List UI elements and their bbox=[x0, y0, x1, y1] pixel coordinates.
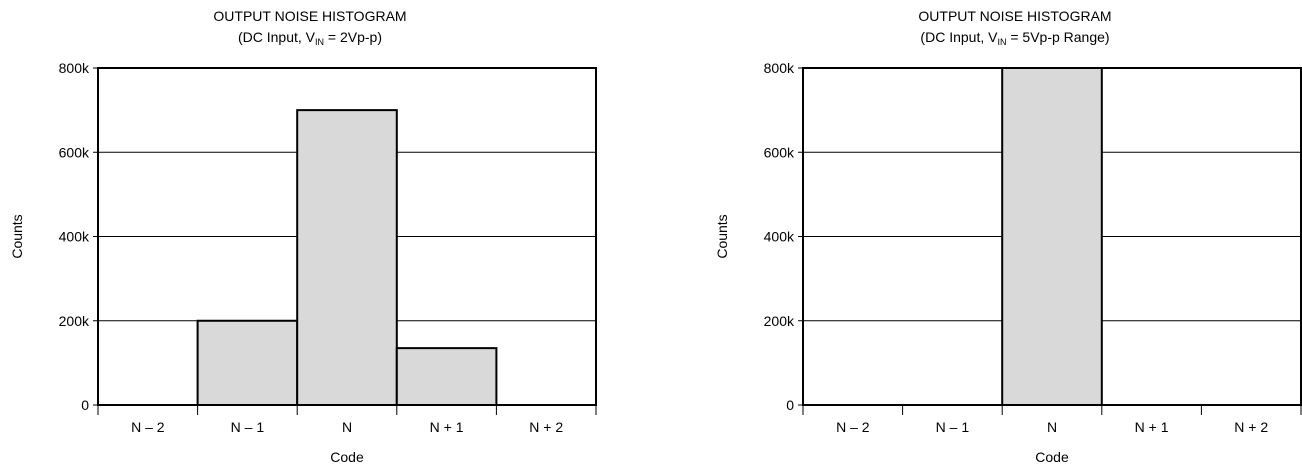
histogram-chart-5vpp: OUTPUT NOISE HISTOGRAM (DC Input, VIN = … bbox=[705, 0, 1302, 470]
y-tick-label: 600k bbox=[59, 144, 90, 160]
x-axis-label: Code bbox=[1035, 449, 1069, 465]
y-axis-label: Counts bbox=[9, 214, 25, 258]
y-tick-label: 400k bbox=[59, 229, 90, 245]
histogram-plot: 0 200k 400k 600k 800k N – 2 N – 1 N N + 1 N + 2 Co… bbox=[9, 60, 597, 465]
histogram-bar bbox=[395, 347, 498, 407]
x-tick-label: N + 1 bbox=[430, 419, 464, 435]
x-tick-label: N bbox=[1047, 419, 1057, 435]
y-tick-label: 800k bbox=[59, 60, 90, 76]
chart-subtitle: (DC Input, VIN = 5Vp-p Range) bbox=[920, 29, 1110, 47]
histogram-chart-2vpp: OUTPUT NOISE HISTOGRAM (DC Input, VIN = … bbox=[0, 0, 620, 470]
x-tick-label: N – 1 bbox=[231, 419, 265, 435]
x-tick-label: N + 2 bbox=[1234, 419, 1268, 435]
histogram-plot: 0 200k 400k 600k 800k N – 2 N – 1 N N + 1 N + 2 Co… bbox=[714, 60, 1302, 465]
y-axis-label: Counts bbox=[714, 214, 730, 258]
y-tick-label: 800k bbox=[764, 60, 795, 76]
y-tick-label: 200k bbox=[59, 313, 90, 329]
y-tick-label: 0 bbox=[786, 397, 794, 413]
histogram-bar bbox=[1001, 67, 1103, 406]
chart-subtitle: (DC Input, VIN = 2Vp-p) bbox=[237, 29, 382, 47]
y-tick-label: 0 bbox=[81, 397, 89, 413]
x-tick-label: N – 1 bbox=[936, 419, 970, 435]
y-tick-label: 400k bbox=[764, 229, 795, 245]
x-tick-label: N – 2 bbox=[836, 419, 870, 435]
y-tick-label: 600k bbox=[764, 144, 795, 160]
chart-title: OUTPUT NOISE HISTOGRAM bbox=[918, 8, 1112, 24]
chart-title: OUTPUT NOISE HISTOGRAM bbox=[213, 8, 407, 24]
x-tick-label: N + 2 bbox=[529, 419, 563, 435]
histogram-bar bbox=[196, 319, 299, 406]
histogram-bar bbox=[296, 109, 398, 406]
x-tick-label: N + 1 bbox=[1135, 419, 1169, 435]
x-axis-label: Code bbox=[330, 449, 364, 465]
x-tick-label: N bbox=[342, 419, 352, 435]
y-tick-label: 200k bbox=[764, 313, 795, 329]
x-tick-label: N – 2 bbox=[131, 419, 165, 435]
